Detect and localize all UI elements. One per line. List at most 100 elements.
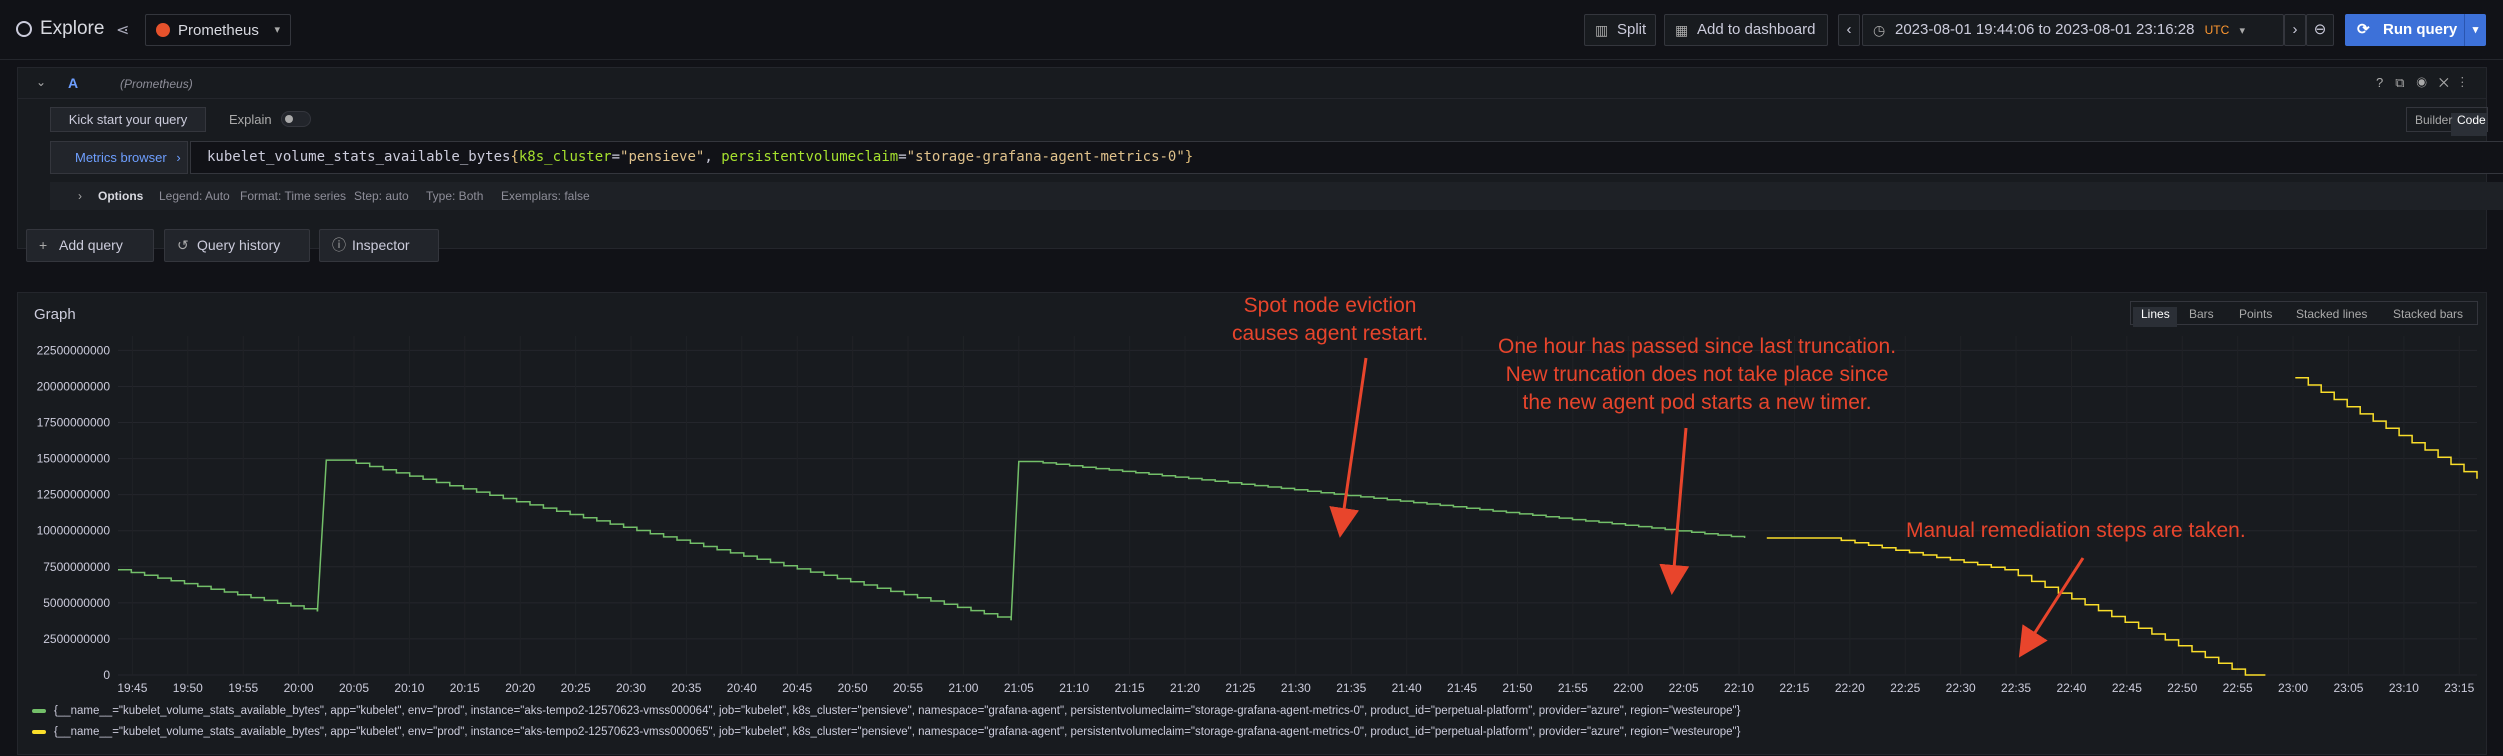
y-tick-label: 2500000000 [43,632,110,646]
x-tick-label: 20:20 [505,681,535,695]
builder-mode-button[interactable]: Builder [2415,113,2453,127]
option-exemplars: Exemplars: false [501,189,590,203]
explain-label: Explain [229,112,272,127]
split-icon: ▥ [1595,22,1609,38]
annotation-truncation: One hour has passed since last truncatio… [1498,333,1896,417]
option-format: Format: Time series [240,189,347,203]
query-letter[interactable]: A [68,75,79,91]
time-back-button[interactable]: ‹ [1838,14,1860,46]
x-tick-label: 22:30 [1946,681,1976,695]
query-metric: kubelet_volume_stats_available_bytes [207,149,511,165]
viz-option-points[interactable]: Points [2239,307,2273,321]
split-button[interactable]: ▥ Split [1584,14,1656,46]
query-separator: , [704,149,722,165]
x-tick-label: 22:15 [1779,681,1809,695]
add-dashboard-label: Add to dashboard [1697,21,1816,38]
mode-selected-bg [2451,113,2487,136]
datasource-picker[interactable]: Prometheus ▾ [145,14,291,46]
x-tick-label: 21:35 [1336,681,1366,695]
x-tick-label: 20:30 [616,681,646,695]
promql-query-input[interactable]: kubelet_volume_stats_available_bytes{k8s… [190,141,2503,174]
query-brace-open: { [510,149,519,165]
chevron-down-icon[interactable]: ▾ [2464,14,2486,46]
time-forward-button[interactable]: › [2284,14,2306,46]
query-row-actions[interactable]: ?⧉◉✕⋮ [2376,75,2476,91]
history-icon: ↺ [177,237,189,253]
run-query-button[interactable]: ⟳ Run query ▾ [2345,14,2486,46]
viz-option-stacked-bars[interactable]: Stacked bars [2393,307,2464,321]
duplicate-icon[interactable]: ⧉ [2395,75,2417,90]
x-tick-label: 20:15 [450,681,480,695]
share-icon[interactable]: ⋖ [116,22,130,39]
x-tick-label: 22:10 [1724,681,1754,695]
x-tick-label: 22:05 [1669,681,1699,695]
query-editor-row: ⌄ A (Prometheus) ?⧉◉✕⋮ Kick start your q… [17,67,2503,299]
chevron-right-icon: › [176,150,181,165]
query-options-row[interactable]: › Options Legend: Auto Format: Time seri… [50,182,2503,210]
x-tick-label: 21:05 [1004,681,1034,695]
x-tick-label: 21:30 [1281,681,1311,695]
zoom-out-icon: ⊖ [2313,21,2327,38]
collapse-icon[interactable]: ⌄ [36,75,47,89]
x-tick-label: 22:35 [2001,681,2031,695]
split-label: Split [1617,21,1647,38]
y-tick-label: 17500000000 [37,416,111,430]
sync-icon: ⟳ [2357,21,2370,38]
x-tick-label: 21:55 [1558,681,1588,695]
code-mode-button[interactable]: Code [2457,113,2486,127]
x-tick-label: 20:10 [394,681,424,695]
trash-icon[interactable]: ✕ [2438,75,2461,90]
legend-label: {__name__="kubelet_volume_stats_availabl… [54,705,1741,717]
time-range-text: 2023-08-01 19:44:06 to 2023-08-01 23:16:… [1895,21,2195,38]
explain-toggle[interactable] [281,111,311,127]
chevron-right-icon: › [78,189,82,203]
add-query-button[interactable]: + Add query [26,229,154,262]
legend-swatch [32,729,46,734]
x-tick-label: 22:45 [2112,681,2142,695]
graph-title: Graph [34,306,76,323]
y-tick-label: 22500000000 [37,343,111,357]
viz-option-bars[interactable]: Bars [2189,307,2214,321]
legend-swatch [32,708,46,713]
eye-icon[interactable]: ◉ [2416,75,2439,90]
annotation-line: Manual remediation steps are taken. [1906,519,2246,542]
viz-option-stacked-lines[interactable]: Stacked lines [2296,307,2368,321]
query-op-1: = [611,149,621,165]
option-type: Type: Both [426,189,484,203]
query-history-button[interactable]: ↺ Query history [164,229,310,262]
y-tick-label: 10000000000 [37,524,111,538]
run-query-label: Run query [2383,21,2458,38]
x-tick-label: 22:55 [2223,681,2253,695]
time-range-picker[interactable]: ◷ 2023-08-01 19:44:06 to 2023-08-01 23:1… [1862,14,2284,46]
x-tick-label: 19:55 [228,681,258,695]
y-tick-label: 7500000000 [43,560,110,574]
drag-handle-icon[interactable]: ⋮ [2460,75,2476,90]
x-tick-label: 20:45 [782,681,812,695]
x-tick-label: 20:35 [671,681,701,695]
viz-selected-bg [2133,307,2177,327]
kick-start-button[interactable]: Kick start your query [50,107,206,132]
x-tick-label: 22:00 [1613,681,1643,695]
y-tick-label: 12500000000 [37,488,111,502]
editor-mode-toggle[interactable]: Builder Code [2406,107,2488,136]
page-title: Explore [40,18,105,39]
query-header: ⌄ A (Prometheus) ?⧉◉✕⋮ [17,67,2487,99]
chevron-down-icon: ▾ [274,24,280,36]
info-circle-icon: ⓘ [332,237,346,253]
query-label-pvc: persistentvolumeclaim [721,149,899,165]
annotation-line: New truncation does not take place since [1505,363,1889,386]
x-tick-label: 20:00 [284,681,314,695]
query-datasource-hint: (Prometheus) [120,77,193,91]
add-to-dashboard-button[interactable]: ▦ Add to dashboard [1664,14,1828,46]
x-tick-label: 20:50 [838,681,868,695]
metrics-browser-button[interactable]: Metrics browser › [50,141,188,174]
viz-option-lines[interactable]: Lines [2141,307,2170,321]
visualization-toggle[interactable]: Lines Bars Points Stacked lines Stacked … [2130,301,2478,327]
zoom-out-button[interactable]: ⊖ [2306,14,2334,46]
legend-item-vmss000064[interactable]: {__name__="kubelet_volume_stats_availabl… [32,705,1740,717]
query-value-pensieve: "pensieve" [620,149,705,165]
inspector-button[interactable]: ⓘ Inspector [319,229,439,262]
help-icon[interactable]: ? [2376,75,2396,90]
x-tick-label: 19:45 [117,681,147,695]
legend-item-vmss000065[interactable]: {__name__="kubelet_volume_stats_availabl… [32,726,1740,738]
